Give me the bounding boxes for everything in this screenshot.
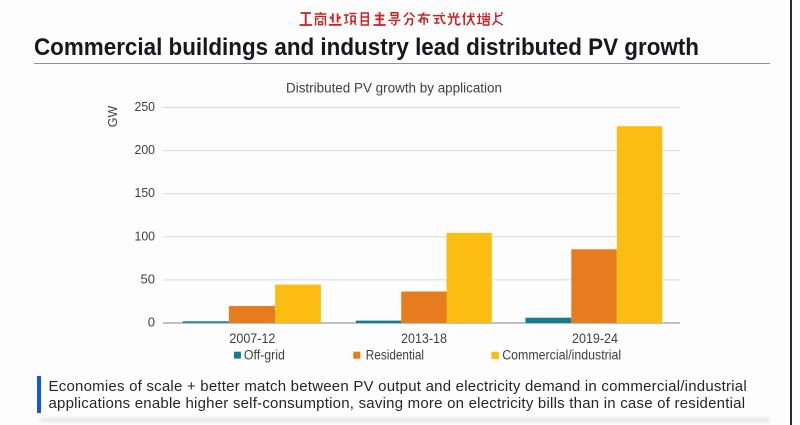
svg-text:Distributed PV growth by appli: Distributed PV growth by application <box>286 81 502 96</box>
svg-text:0: 0 <box>148 315 155 330</box>
svg-text:250: 250 <box>135 99 156 114</box>
svg-text:Residential: Residential <box>366 347 424 362</box>
svg-text:Off-grid: Off-grid <box>244 347 285 362</box>
svg-text:Commercial/industrial: Commercial/industrial <box>502 347 621 362</box>
svg-text:150: 150 <box>135 185 156 200</box>
svg-text:2019-24: 2019-24 <box>572 330 618 346</box>
svg-text:2007-12: 2007-12 <box>229 330 275 346</box>
svg-text:100: 100 <box>135 228 156 243</box>
svg-text:200: 200 <box>135 142 156 157</box>
svg-text:GW: GW <box>106 106 120 128</box>
svg-text:2013-18: 2013-18 <box>401 330 447 346</box>
svg-text:50: 50 <box>141 271 155 286</box>
